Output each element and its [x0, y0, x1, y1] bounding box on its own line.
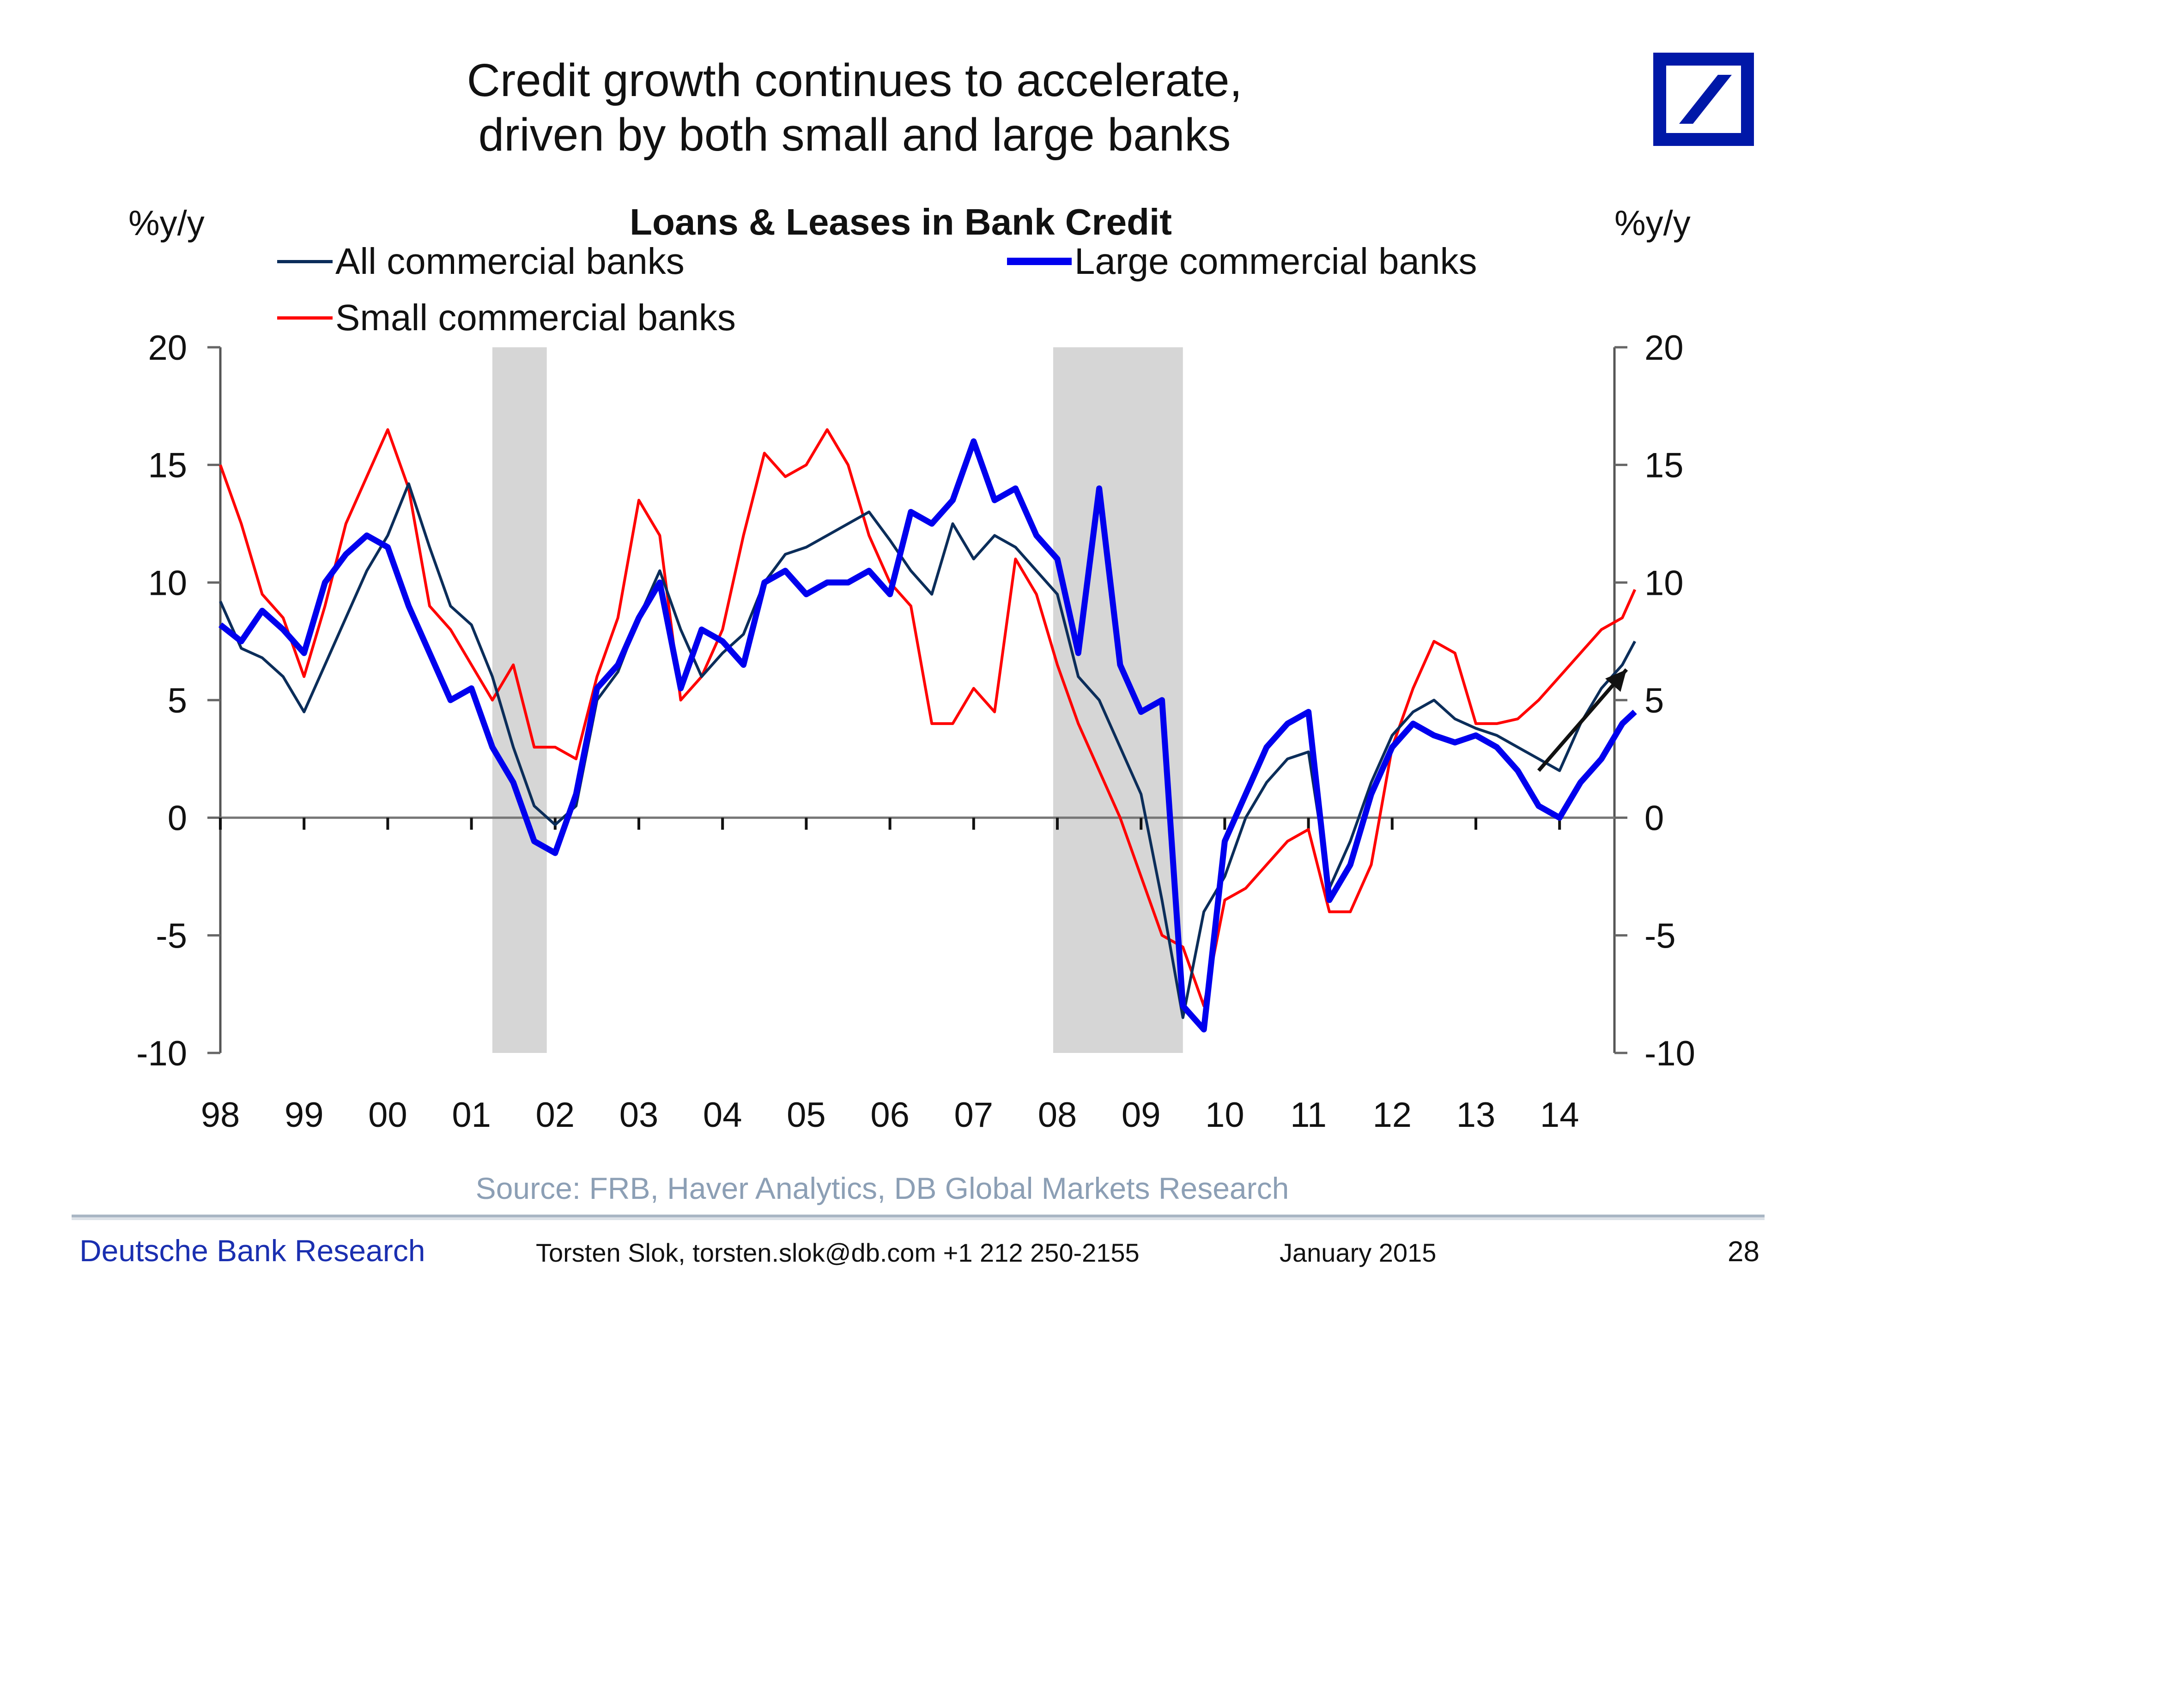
- legend-swatch-large: [1007, 258, 1072, 265]
- recession-band: [492, 347, 547, 1053]
- x-tick-label: 03: [619, 1095, 659, 1135]
- deutsche-bank-logo-icon: [1653, 53, 1754, 146]
- x-tick-label: 09: [1122, 1095, 1161, 1135]
- legend-label-all: All commercial banks: [335, 241, 685, 282]
- legend-item-small: Small commercial banks: [277, 296, 736, 339]
- legend-swatch-small: [277, 316, 333, 320]
- slide-title: Credit growth continues to accelerate, d…: [300, 53, 1409, 162]
- x-tick-label: 10: [1205, 1095, 1244, 1135]
- slide-title-line-2: driven by both small and large banks: [478, 109, 1231, 161]
- x-tick-label: 98: [201, 1095, 240, 1135]
- x-tick-label: 99: [285, 1095, 324, 1135]
- x-tick-label: 05: [787, 1095, 826, 1135]
- footer-author: Torsten Slok, torsten.slok@db.com +1 212…: [536, 1238, 1140, 1267]
- footer-divider-shadow: [72, 1217, 1765, 1220]
- x-tick-label: 01: [452, 1095, 491, 1135]
- footer-divider: [72, 1215, 1765, 1217]
- right-axis-unit: %y/y: [1614, 204, 1691, 243]
- legend-item-large: Large commercial banks: [1007, 240, 1477, 283]
- right-y-tick-label: 15: [1644, 446, 1684, 485]
- x-tick-label: 13: [1456, 1095, 1496, 1135]
- left-y-tick-label: -5: [156, 916, 187, 955]
- source-note: Source: FRB, Haver Analytics, DB Global …: [475, 1171, 1289, 1205]
- left-axis-unit: %y/y: [128, 204, 205, 243]
- series-line-small: [219, 428, 1637, 1008]
- right-y-tick-label: 5: [1644, 681, 1664, 720]
- left-y-tick-label: 5: [168, 681, 187, 720]
- x-tick-label: 04: [703, 1095, 742, 1135]
- series-line-large: [218, 438, 1637, 1033]
- legend-label-small: Small commercial banks: [335, 297, 736, 338]
- x-tick-label: 08: [1038, 1095, 1077, 1135]
- right-y-tick-label: 20: [1644, 328, 1684, 368]
- series-line-all: [219, 482, 1636, 1019]
- left-y-tick-label: 10: [148, 563, 187, 603]
- trend-arrow-shaft: [1537, 668, 1628, 772]
- right-y-tick-label: -10: [1644, 1034, 1695, 1073]
- right-y-tick-label: 10: [1644, 563, 1684, 603]
- right-y-tick-label: 0: [1644, 799, 1664, 838]
- x-tick-label: 06: [870, 1095, 910, 1135]
- left-y-tick-label: 0: [168, 799, 187, 838]
- x-tick-label: 00: [368, 1095, 407, 1135]
- legend-label-large: Large commercial banks: [1074, 241, 1477, 282]
- legend-swatch-all: [277, 260, 333, 263]
- left-y-tick-label: 15: [148, 446, 187, 485]
- footer-brand: Deutsche Bank Research: [79, 1234, 425, 1268]
- page-number: 28: [1728, 1236, 1759, 1268]
- legend-item-all: All commercial banks: [277, 240, 685, 283]
- x-tick-label: 14: [1540, 1095, 1579, 1135]
- trend-arrow-head-icon: [1605, 669, 1627, 692]
- x-tick-label: 11: [1290, 1095, 1327, 1135]
- x-tick-label: 02: [536, 1095, 575, 1135]
- x-tick-label: 07: [954, 1095, 994, 1135]
- x-tick-label: 12: [1373, 1095, 1412, 1135]
- right-y-tick-label: -5: [1644, 916, 1676, 955]
- left-y-tick-label: 20: [148, 328, 187, 368]
- slide-title-line-1: Credit growth continues to accelerate,: [467, 54, 1243, 106]
- chart-title: Loans & Leases in Bank Credit: [630, 201, 1172, 242]
- footer-date: January 2015: [1280, 1238, 1437, 1267]
- left-y-tick-label: -10: [136, 1034, 187, 1073]
